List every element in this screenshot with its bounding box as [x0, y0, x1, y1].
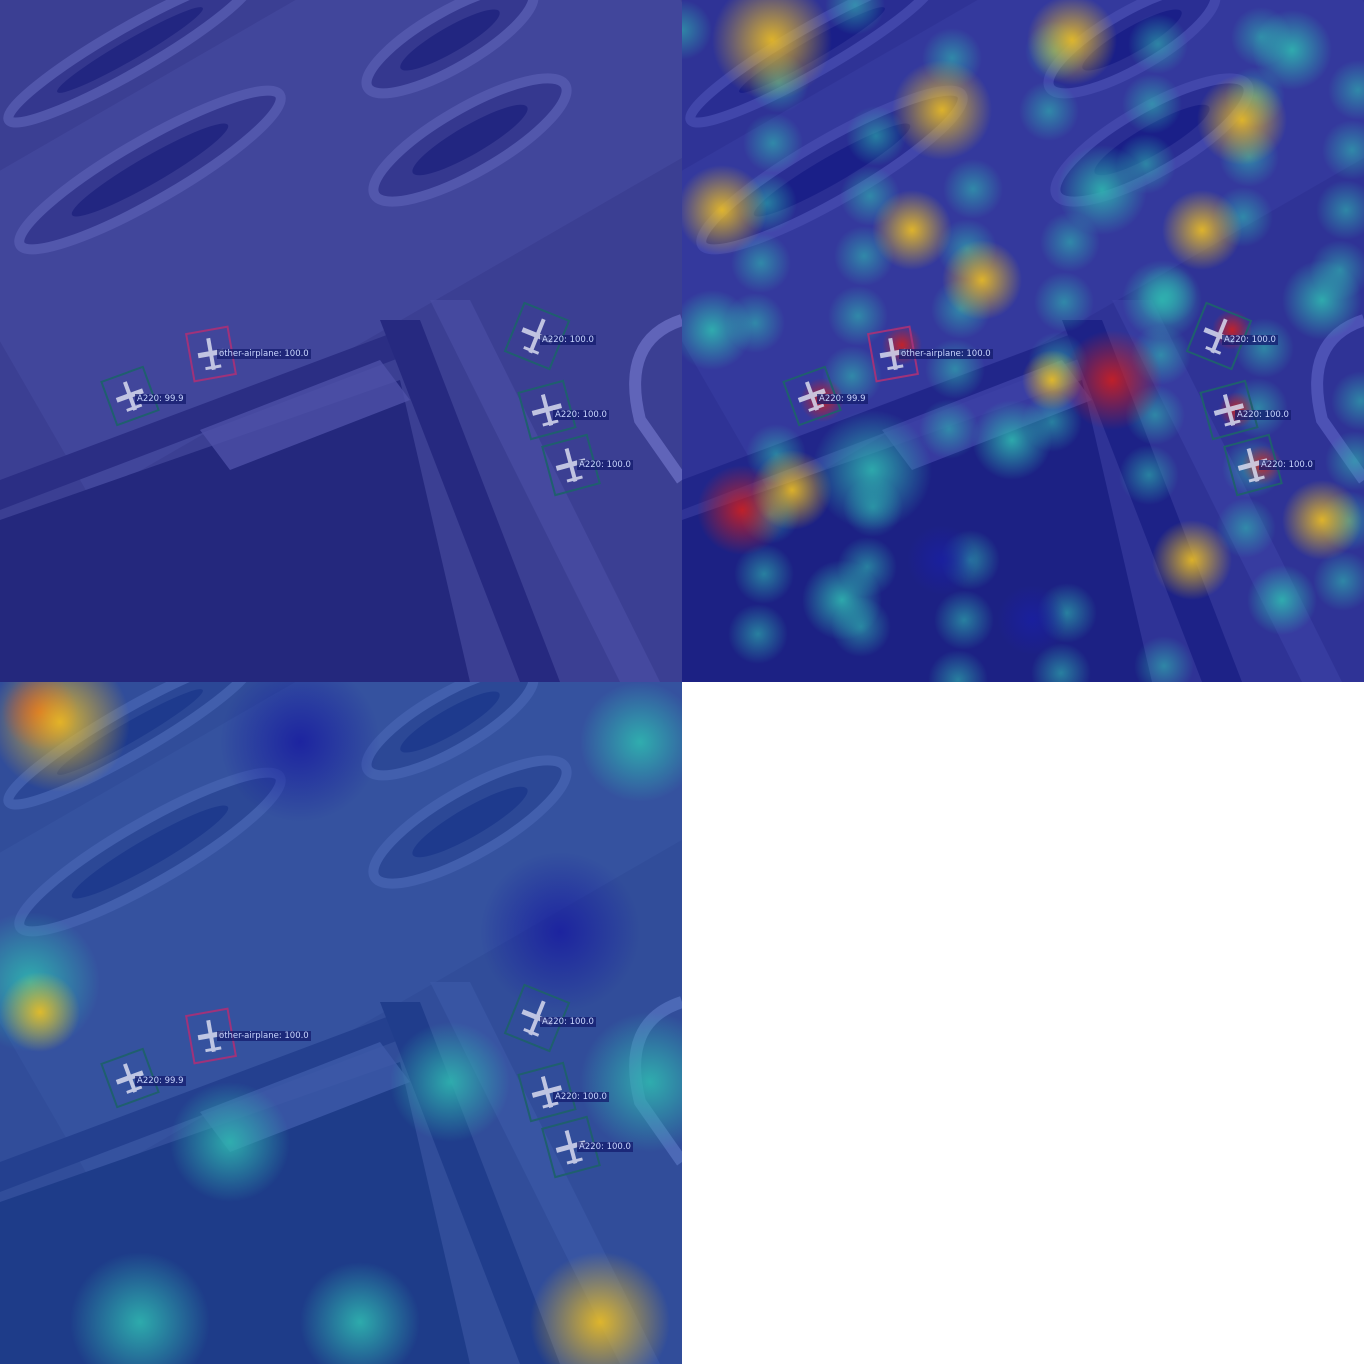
detection-box	[517, 1061, 577, 1123]
detection-label: A220: 100.0	[577, 460, 633, 470]
airplane-icon	[1213, 394, 1245, 427]
coarse-heatmap-panel: A220: 99.9 other-airplane: 100.0 A220: 100…	[0, 682, 682, 1364]
detection-box	[100, 365, 160, 427]
detection-box	[782, 365, 842, 427]
detection-box	[100, 1047, 160, 1109]
detection-label: A220: 99.9	[817, 394, 868, 404]
detection-label: A220: 99.9	[135, 1076, 186, 1086]
detection-label: other-airplane: 100.0	[217, 1031, 311, 1041]
detection-label: A220: 100.0	[553, 1092, 609, 1102]
detection-label: A220: 100.0	[577, 1142, 633, 1152]
airplane-icon	[115, 381, 144, 412]
detection-label: A220: 100.0	[540, 335, 596, 345]
airplane-icon	[531, 394, 563, 427]
detection-label: A220: 100.0	[553, 410, 609, 420]
detection-label: A220: 100.0	[1259, 460, 1315, 470]
original-overlay-panel: A220: 99.9 other-airplane: 100.0 A220: 100…	[0, 0, 682, 682]
airplane-icon	[797, 381, 826, 412]
detection-box	[517, 379, 577, 441]
detection-label: A220: 100.0	[540, 1017, 596, 1027]
empty-panel	[682, 682, 1364, 1364]
airplane-icon	[115, 1063, 144, 1094]
original-overlay-image	[0, 0, 682, 682]
detection-label: A220: 100.0	[1235, 410, 1291, 420]
detection-label: A220: 99.9	[135, 394, 186, 404]
detection-label: other-airplane: 100.0	[899, 349, 993, 359]
detection-label: A220: 100.0	[1222, 335, 1278, 345]
detection-label: other-airplane: 100.0	[217, 349, 311, 359]
detection-box	[1199, 379, 1259, 441]
fine-heatmap-panel: A220: 99.9 other-airplane: 100.0 A220: 100…	[682, 0, 1364, 682]
vegetation-area	[0, 380, 470, 682]
airplane-icon	[531, 1076, 563, 1109]
